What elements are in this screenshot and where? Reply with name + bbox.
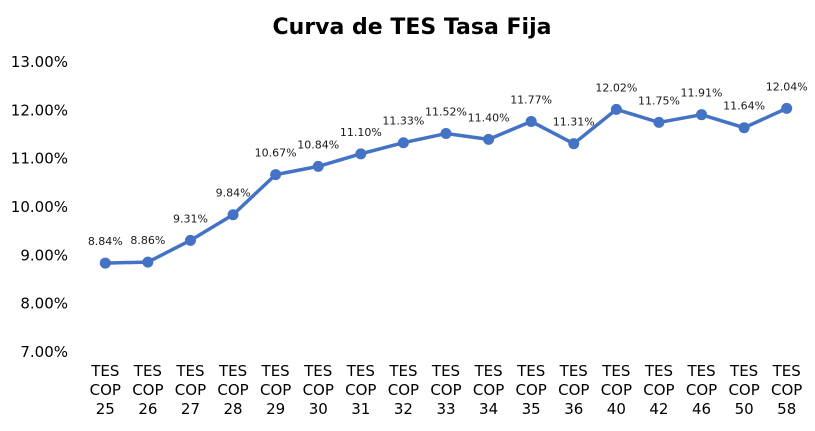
x-tick-label: COP (260, 381, 291, 399)
data-label: 11.75% (638, 94, 680, 107)
data-point (525, 115, 537, 127)
x-tick-label: TES (346, 362, 375, 380)
x-tick-label: COP (175, 381, 206, 399)
x-tick-label: TES (303, 362, 332, 380)
y-tick-label: 13.00% (11, 53, 68, 71)
data-label: 12.02% (595, 81, 637, 94)
x-tick-label: COP (303, 381, 334, 399)
data-label-group: 8.84% 8.86%9.31%9.84%10.67%10.84%11.10%11… (88, 80, 808, 248)
x-tick-label: 28 (224, 400, 243, 418)
x-tick-label: 29 (266, 400, 285, 418)
x-tick-label: 50 (735, 400, 754, 418)
x-tick-label: TES (261, 362, 290, 380)
x-tick-label: TES (772, 362, 801, 380)
data-label: 11.40% (468, 111, 510, 124)
data-point (653, 116, 665, 128)
x-tick-label: TES (729, 362, 758, 380)
x-tick-label: COP (728, 381, 759, 399)
x-tick-label: COP (430, 381, 461, 399)
x-tick-label: COP (686, 381, 717, 399)
x-tick-label: 46 (692, 400, 711, 418)
x-tick-label: COP (771, 381, 802, 399)
x-tick-label: COP (90, 381, 121, 399)
x-tick-label: COP (643, 381, 674, 399)
x-tick-label: 58 (777, 400, 796, 418)
x-tick-label: COP (516, 381, 547, 399)
x-tick-label: TES (133, 362, 162, 380)
data-point (397, 137, 409, 149)
x-tick-label: 25 (96, 400, 115, 418)
x-tick-label: COP (473, 381, 504, 399)
y-tick-label: 9.00% (20, 246, 68, 264)
x-tick-label: COP (217, 381, 248, 399)
x-tick-label: TES (218, 362, 247, 380)
data-point (312, 160, 324, 172)
x-tick-label: TES (686, 362, 715, 380)
data-point (781, 102, 793, 114)
x-tick-label: 30 (309, 400, 328, 418)
x-tick-label: TES (559, 362, 588, 380)
data-label: 11.33% (382, 115, 424, 128)
x-tick-label: COP (132, 381, 163, 399)
data-label: 10.84% (297, 138, 339, 151)
data-label: 8.86% (130, 234, 165, 247)
x-tick-label: TES (431, 362, 460, 380)
x-tick-label: 31 (351, 400, 370, 418)
data-label: 9.31% (173, 212, 208, 225)
x-axis: TESCOP25TESCOP26TESCOP27TESCOP28TESCOP29… (90, 362, 803, 418)
y-axis: 7.00% 8.00% 9.00% 10.00% 11.00% 12.00% 13.00% (11, 53, 68, 361)
data-point (483, 133, 495, 145)
x-tick-label: COP (601, 381, 632, 399)
x-tick-label: COP (558, 381, 589, 399)
data-label: 8.84% (88, 235, 123, 248)
data-label: 11.52% (425, 106, 467, 119)
data-label: 10.67% (255, 147, 297, 160)
data-point (270, 169, 282, 181)
x-tick-label: 27 (181, 400, 200, 418)
x-tick-label: TES (644, 362, 673, 380)
data-point (142, 256, 154, 268)
x-tick-label: 36 (564, 400, 583, 418)
x-tick-label: 32 (394, 400, 413, 418)
x-tick-label: 34 (479, 400, 498, 418)
x-tick-label: TES (175, 362, 204, 380)
x-tick-label: 33 (436, 400, 455, 418)
data-label: 11.77% (510, 93, 552, 106)
x-tick-label: 35 (522, 400, 541, 418)
x-tick-label: COP (388, 381, 419, 399)
data-label: 12.04% (766, 80, 808, 93)
data-point (355, 148, 367, 160)
x-tick-label: TES (90, 362, 119, 380)
data-point (440, 128, 452, 140)
data-label: 11.91% (681, 87, 723, 100)
y-tick-label: 8.00% (20, 295, 68, 313)
data-point (184, 234, 196, 246)
data-point (738, 122, 750, 134)
x-tick-label: TES (601, 362, 630, 380)
x-tick-label: COP (345, 381, 376, 399)
data-point (227, 209, 239, 221)
y-tick-label: 10.00% (11, 198, 68, 216)
x-tick-label: 40 (607, 400, 626, 418)
y-tick-label: 12.00% (11, 101, 68, 119)
data-point (99, 257, 111, 269)
data-label: 11.64% (723, 100, 765, 113)
data-point (568, 138, 580, 150)
series-line-group (99, 102, 793, 269)
data-point (610, 103, 622, 115)
x-tick-label: TES (474, 362, 503, 380)
x-tick-label: TES (516, 362, 545, 380)
y-tick-label: 7.00% (20, 343, 68, 361)
chart-title: Curva de TES Tasa Fija (273, 15, 552, 40)
x-tick-label: 42 (649, 400, 668, 418)
x-tick-label: TES (388, 362, 417, 380)
data-label: 11.10% (340, 126, 382, 139)
data-label: 9.84% (216, 187, 251, 200)
data-label: 11.31% (553, 116, 595, 129)
y-tick-label: 11.00% (11, 150, 68, 168)
data-point (696, 109, 708, 121)
x-tick-label: 26 (138, 400, 157, 418)
